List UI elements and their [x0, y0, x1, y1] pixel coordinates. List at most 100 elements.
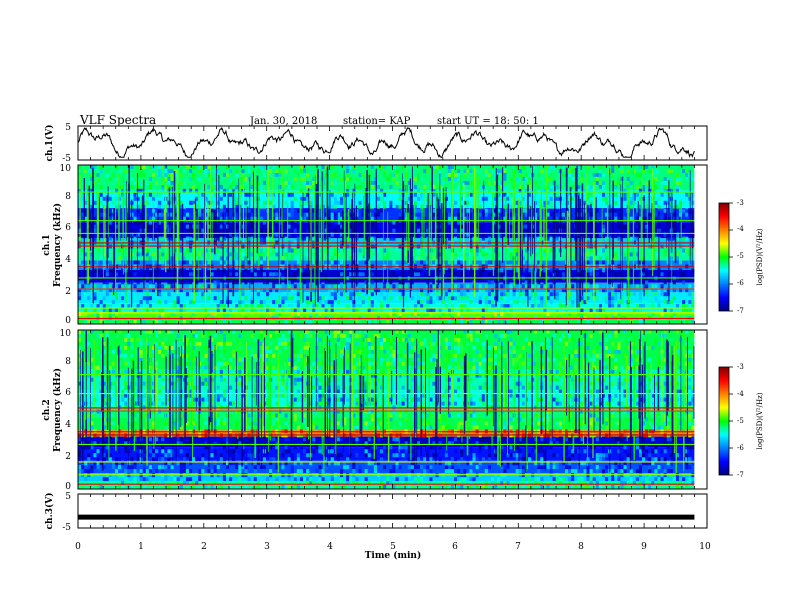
- spec2-cell: [232, 389, 236, 394]
- spec1-cell: [580, 296, 584, 301]
- spec2-cell: [216, 389, 220, 394]
- spec1-cell: [497, 232, 501, 237]
- spec2-cell: [170, 381, 174, 386]
- spec1-cell: [528, 260, 532, 265]
- spec1-cell: [182, 256, 186, 261]
- spec1-cell: [293, 288, 297, 293]
- spec1-cell: [247, 248, 251, 253]
- spec1-cell: [201, 165, 205, 169]
- spec1-cell: [484, 224, 488, 229]
- spec2-cell: [275, 345, 279, 350]
- spec1-cell: [407, 260, 411, 265]
- spec1-cell: [497, 192, 501, 197]
- spec1-cell: [189, 272, 193, 277]
- spec2-cell: [222, 477, 226, 482]
- spec1-cell: [284, 236, 288, 241]
- spec1-cell: [198, 308, 202, 313]
- spec1-cell: [423, 268, 427, 273]
- spec1-cell: [253, 268, 257, 273]
- spec2-cell: [189, 421, 193, 426]
- ch1-frequency-ylabel: Frequency (kHz): [52, 203, 63, 287]
- spec1-cell: [321, 165, 325, 169]
- spec2-cell: [241, 413, 245, 418]
- spec1-cell: [537, 268, 541, 273]
- spec2-cell: [87, 441, 91, 446]
- spec2-cell: [185, 421, 189, 426]
- spec2-cell: [182, 461, 186, 466]
- spec1-cell: [185, 292, 189, 297]
- spec2-cell: [139, 337, 143, 342]
- spec1-cell: [81, 292, 85, 297]
- spec1-cell: [136, 252, 140, 257]
- spec1-cell: [447, 268, 451, 273]
- spec1-cell: [666, 236, 670, 241]
- spec1-cell: [340, 216, 344, 221]
- spec1-cell: [651, 284, 655, 289]
- spec1-cell: [133, 236, 137, 241]
- spec1-cell: [629, 300, 633, 305]
- spec1-cell: [306, 284, 310, 289]
- spec1-cell: [518, 288, 522, 293]
- spec1-cell: [136, 169, 140, 173]
- spec1-cell: [454, 296, 458, 301]
- spec1-cell: [506, 292, 510, 297]
- spec1-cell: [133, 192, 137, 197]
- spec2-cell: [189, 393, 193, 398]
- spec1-cell: [241, 232, 245, 237]
- spec1-cell: [543, 200, 547, 205]
- spec2-cell: [232, 361, 236, 366]
- spec1-cell: [491, 169, 495, 173]
- spec1-cell: [210, 196, 214, 201]
- spec2-cell: [93, 461, 97, 466]
- spec1-cell: [108, 308, 112, 313]
- spec1-cell: [614, 192, 618, 197]
- spec2-cell: [121, 425, 125, 430]
- spec1-cell: [287, 268, 291, 273]
- spec1-cell: [340, 260, 344, 265]
- spec1-cell: [389, 280, 393, 285]
- ch1-colorbar-bar: [718, 202, 730, 312]
- spec2-cell: [262, 453, 266, 458]
- spec1-cell: [198, 284, 202, 289]
- spec1-cell: [432, 320, 436, 324]
- spec1-cell: [463, 180, 467, 185]
- spec2-cell: [127, 421, 131, 426]
- spec1-cell: [170, 320, 174, 324]
- spec1-cell: [293, 284, 297, 289]
- spec1-cell: [90, 180, 94, 185]
- spec1-cell: [583, 172, 587, 177]
- spec2-cell: [124, 437, 128, 442]
- spec2-cell: [201, 381, 205, 386]
- spec1-cell: [509, 252, 513, 257]
- spec1-cell: [454, 228, 458, 233]
- spec1-cell: [457, 172, 461, 177]
- spec1-cell: [555, 308, 559, 313]
- spec1-cell: [438, 288, 442, 293]
- spec1-cell: [429, 300, 433, 305]
- spec1-cell: [93, 228, 97, 233]
- spec1-cell: [352, 196, 356, 201]
- spec1-cell: [105, 268, 109, 273]
- spec1-cell: [380, 188, 384, 193]
- spec1-cell: [398, 192, 402, 197]
- spec1-cell: [164, 284, 168, 289]
- spec1-cell: [500, 284, 504, 289]
- spec1-cell: [287, 224, 291, 229]
- spec1-cell: [583, 200, 587, 205]
- spec1-cell: [306, 300, 310, 305]
- spec1-cell: [330, 165, 334, 169]
- spec2-cell: [130, 361, 134, 366]
- spec1-cell: [598, 296, 602, 301]
- spec2-cell: [201, 369, 205, 374]
- spec1-cell: [155, 320, 159, 324]
- spec2-cell: [102, 457, 106, 462]
- spec1-cell: [457, 188, 461, 193]
- spec2-cell: [164, 337, 168, 342]
- spec2-cell: [118, 485, 122, 489]
- spec1-cell: [281, 260, 285, 265]
- spec1-cell: [614, 165, 618, 169]
- spec1-cell: [487, 272, 491, 277]
- ch1-voltage-frame: [77, 125, 708, 161]
- spec1-cell: [115, 260, 119, 265]
- spec1-cell: [306, 320, 310, 324]
